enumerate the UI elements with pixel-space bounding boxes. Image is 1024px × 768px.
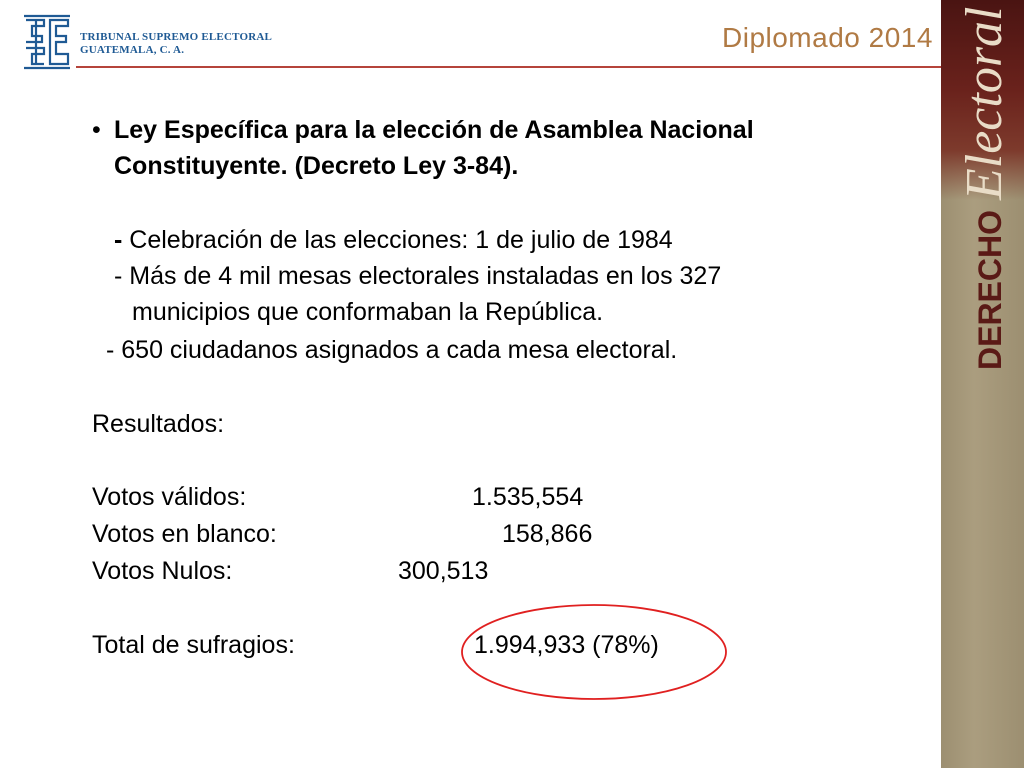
tse-logo-icon bbox=[22, 14, 72, 70]
bullet-block: • Ley Específica para la elección de Asa… bbox=[92, 112, 754, 184]
result-value-blanco: 158,866 bbox=[502, 520, 593, 548]
organization-line-1: TRIBUNAL SUPREMO ELECTORAL bbox=[80, 31, 273, 43]
result-label-nulos: Votos Nulos: bbox=[92, 557, 233, 585]
total-value: 1.994,933 (78%) bbox=[474, 631, 659, 659]
highlight-ellipse bbox=[461, 604, 727, 700]
results-heading: Resultados: bbox=[92, 410, 225, 438]
header-divider bbox=[76, 66, 944, 68]
organization-name: TRIBUNAL SUPREMO ELECTORAL GUATEMALA, C.… bbox=[80, 31, 272, 57]
law-title-line-1: Ley Específica para la elección de Asamb… bbox=[114, 116, 754, 144]
item-mesas-line-1: - Más de 4 mil mesas electorales instala… bbox=[114, 262, 722, 290]
item-dash: - bbox=[114, 226, 123, 254]
side-banner-top bbox=[941, 0, 1024, 200]
result-value-nulos: 300,513 bbox=[398, 557, 489, 585]
result-label-blanco: Votos en blanco: bbox=[92, 520, 277, 548]
side-banner-text: Electoral DERECHO bbox=[956, 6, 1013, 370]
total-label: Total de sufragios: bbox=[92, 631, 295, 659]
item-ciudadanos: - 650 ciudadanos asignados a cada mesa e… bbox=[106, 336, 678, 364]
bullet-marker: • bbox=[92, 116, 101, 144]
result-value-validos: 1.535,554 bbox=[472, 483, 584, 511]
item-election-date: - Celebración de las elecciones: 1 de ju… bbox=[114, 226, 673, 255]
program-title: Diplomado 2014 bbox=[722, 22, 933, 53]
banner-word-derecho: DERECHO bbox=[972, 210, 1008, 370]
item-mesas-line-2: municipios que conformaban la República. bbox=[132, 298, 604, 326]
item-election-date-text: Celebración de las elecciones: 1 de juli… bbox=[122, 226, 673, 254]
banner-word-electoral: Electoral bbox=[956, 6, 1013, 201]
law-title-line-2: Constituyente. (Decreto Ley 3-84). bbox=[114, 152, 519, 180]
slide-body: • Ley Específica para la elección de Asa… bbox=[92, 112, 754, 184]
result-label-validos: Votos válidos: bbox=[92, 483, 247, 511]
organization-line-2: GUATEMALA, C. A. bbox=[80, 44, 185, 56]
